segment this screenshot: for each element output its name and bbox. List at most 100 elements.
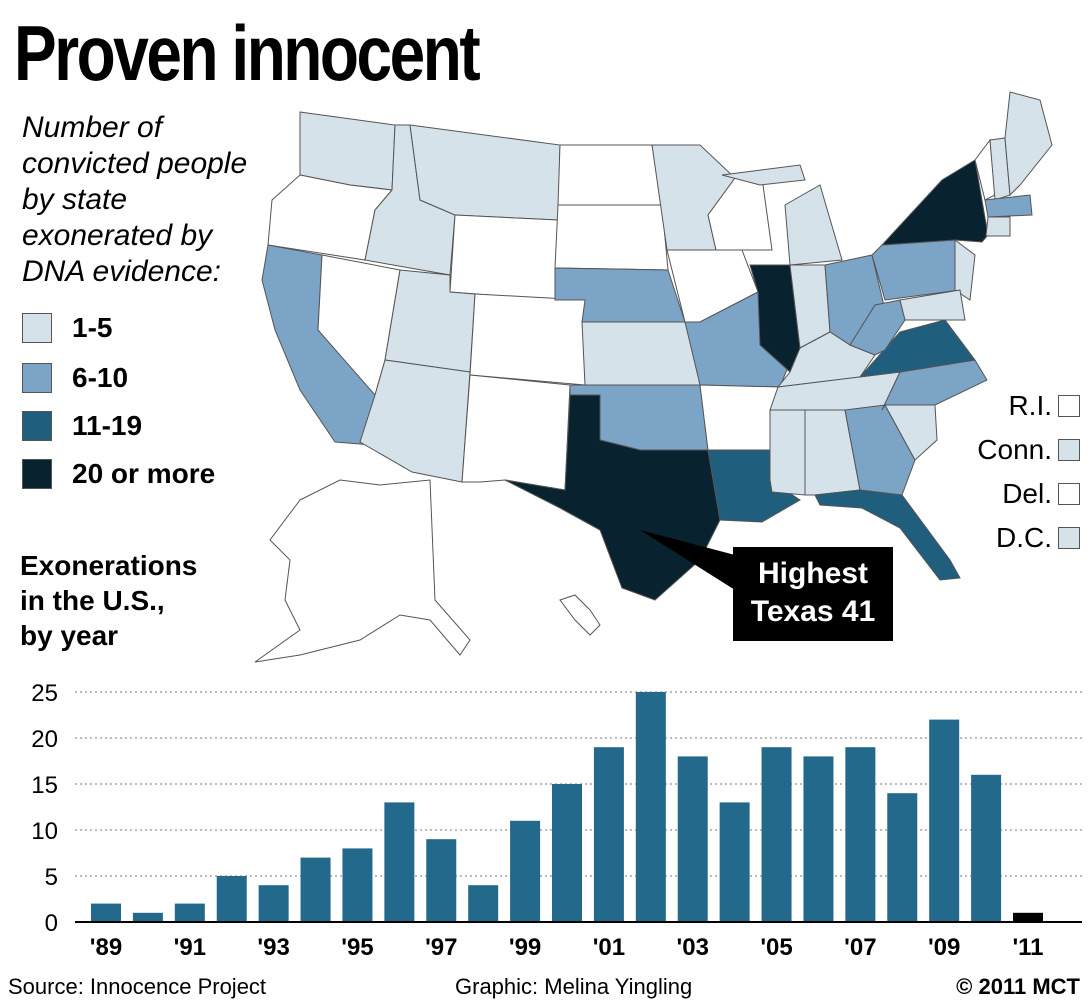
page-title: Proven innocent <box>14 9 481 97</box>
bar-10 <box>971 774 1002 922</box>
legend-item: 11-19 <box>22 410 142 442</box>
bar-00 <box>552 784 582 922</box>
state-ak <box>254 479 471 663</box>
state-ct <box>985 216 1011 237</box>
state-nj <box>954 239 976 301</box>
state-md <box>899 289 966 321</box>
graphic-credit: Graphic: Melina Yingling <box>455 974 693 999</box>
y-tick-label: 0 <box>45 910 58 937</box>
bar-04 <box>719 802 750 922</box>
state-ks <box>581 321 701 386</box>
legend-item: 6-10 <box>22 362 128 394</box>
x-tick-label: '91 <box>174 934 206 961</box>
x-tick-label: '93 <box>257 934 289 961</box>
small-state-swatch <box>1058 395 1080 417</box>
bar-98 <box>468 885 499 922</box>
state-ar <box>699 384 781 451</box>
callout-line2: Texas 41 <box>750 595 876 628</box>
small-state-swatch <box>1058 527 1080 549</box>
legend-label: 11-19 <box>72 410 143 441</box>
state-tx <box>504 394 721 601</box>
state-sd <box>554 204 669 271</box>
small-state-conn: Conn. <box>977 434 1080 466</box>
state-ga <box>844 404 916 496</box>
small-state-label: Conn. <box>977 434 1052 465</box>
chart-title-line: by year <box>20 620 119 651</box>
state-co <box>469 293 586 386</box>
small-state-swatch <box>1058 483 1080 505</box>
callout-pointer <box>640 530 735 590</box>
state-mt <box>409 124 561 221</box>
bar-09 <box>929 719 960 922</box>
bar-11 <box>1013 912 1043 922</box>
x-tick-label: '11 <box>1012 934 1043 961</box>
source-credit: Source: Innocence Project <box>8 974 267 999</box>
state-ny <box>880 159 989 246</box>
x-tick-label: '03 <box>677 934 709 961</box>
x-tick-label: '05 <box>760 934 792 961</box>
state-nm <box>461 374 571 491</box>
state-va <box>858 319 976 378</box>
bar-07 <box>845 747 876 922</box>
y-tick-label: 10 <box>31 818 58 845</box>
bar-chart: 0 5 10 15 20 25 '89 '91 '93 '95 '97 '99 '01 '03 '05 '07… <box>31 680 1082 961</box>
y-tick-label: 15 <box>31 772 58 799</box>
legend-item: 1-5 <box>22 312 112 344</box>
small-state-swatch <box>1058 439 1080 461</box>
y-tick-label: 5 <box>45 864 58 891</box>
state-nd <box>557 144 663 206</box>
bar-97 <box>426 839 457 922</box>
x-tick-label: '99 <box>509 934 541 961</box>
chart-title: Exonerations in the U.S., by year <box>20 548 197 653</box>
legend-item: 20 or more <box>22 458 215 490</box>
legend-label: 1-5 <box>72 312 113 343</box>
y-tick-label: 20 <box>31 726 58 753</box>
chart-title-line: in the U.S., <box>20 585 165 616</box>
bar-93 <box>258 885 289 922</box>
legend-label: 6-10 <box>72 362 129 393</box>
x-tick-label: '07 <box>844 934 876 961</box>
map-subtitle: Number of convicted people by state exon… <box>22 111 248 288</box>
bar-90 <box>132 912 163 922</box>
bar-96 <box>384 802 415 922</box>
bar-89 <box>91 903 121 922</box>
legend-swatch <box>22 459 52 489</box>
legend-swatch <box>22 363 52 393</box>
bar-94 <box>300 857 331 922</box>
bar-06 <box>803 756 834 922</box>
bar-05 <box>761 747 792 922</box>
bar-92 <box>216 876 247 922</box>
bar-02 <box>635 692 666 922</box>
bar-95 <box>342 848 373 922</box>
x-tick-label: '09 <box>928 934 960 961</box>
x-tick-label: '97 <box>425 934 457 961</box>
state-hi <box>559 594 601 636</box>
state-fl <box>814 489 961 581</box>
texas-callout: Highest Texas 41 <box>733 547 893 641</box>
x-tick-label: '01 <box>593 934 625 961</box>
y-tick-label: 25 <box>31 680 58 707</box>
bar-99 <box>510 820 541 922</box>
state-ma <box>984 194 1033 218</box>
callout-line1: Highest <box>757 557 868 590</box>
bar-08 <box>887 793 918 922</box>
bar-91 <box>174 903 205 922</box>
state-mi <box>784 184 843 266</box>
x-tick-label: '89 <box>90 934 122 961</box>
small-state-label: D.C. <box>996 522 1052 553</box>
small-state-label: R.I. <box>1008 390 1052 421</box>
state-wi <box>707 177 773 251</box>
small-state-ri: R.I. <box>1008 390 1080 422</box>
legend-swatch <box>22 411 52 441</box>
state-mi <box>721 164 806 186</box>
state-ms <box>769 409 806 496</box>
us-map <box>254 91 1053 663</box>
legend-swatch <box>22 313 52 343</box>
bar-01 <box>593 747 624 922</box>
state-wy <box>449 214 559 301</box>
small-state-del: Del. <box>1002 478 1080 510</box>
small-state-label: Del. <box>1002 478 1052 509</box>
chart-title-line: Exonerations <box>20 550 198 581</box>
legend-label: 20 or more <box>72 458 216 489</box>
copyright: © 2011 MCT <box>956 974 1080 999</box>
